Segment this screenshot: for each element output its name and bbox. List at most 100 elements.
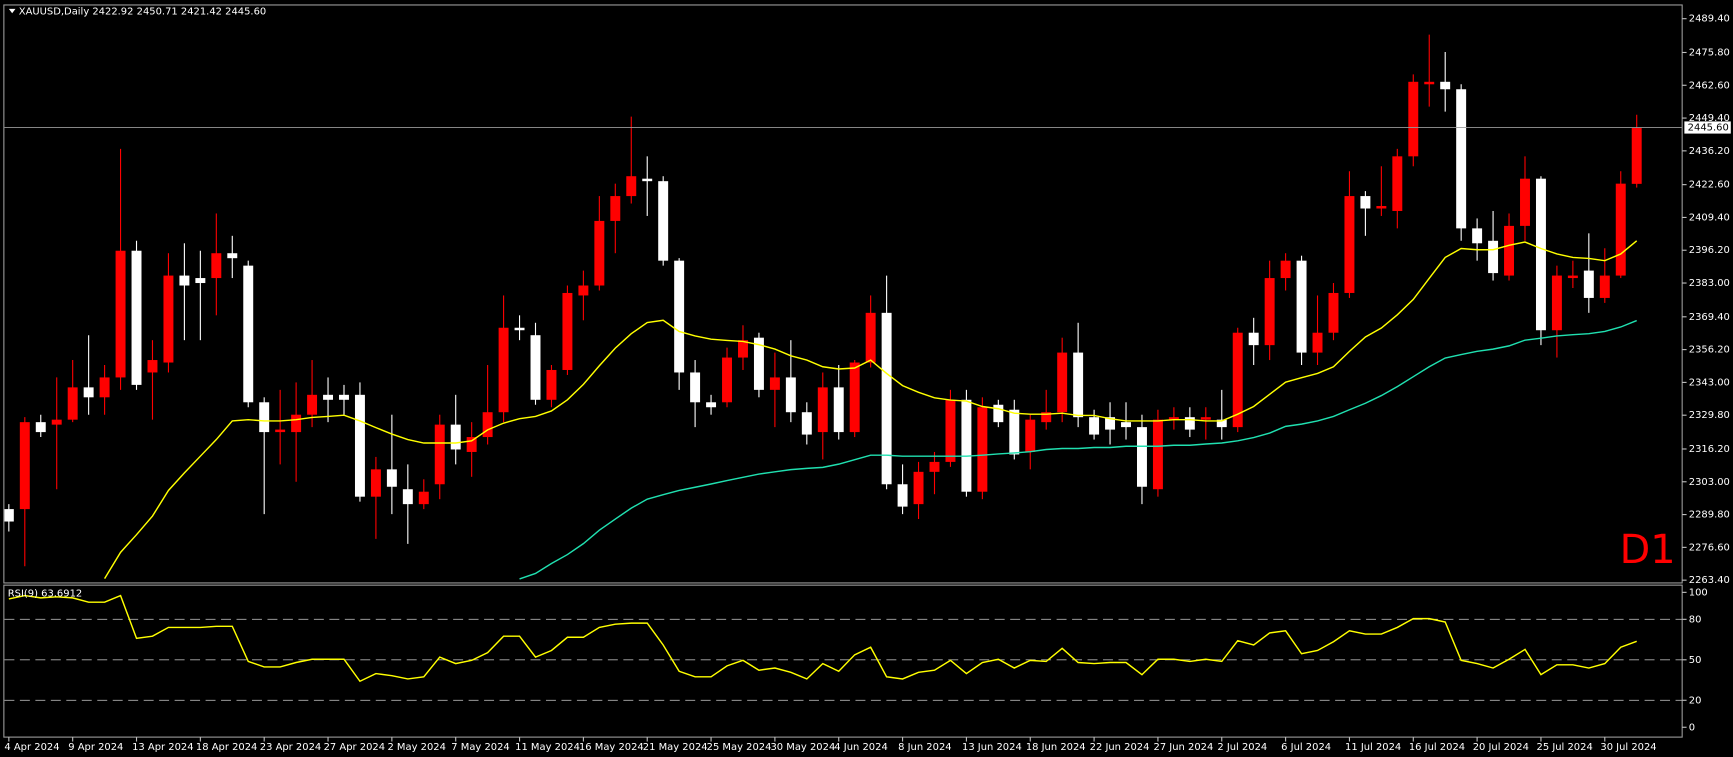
rsi-panel-border	[3, 584, 1683, 738]
candle-body	[658, 181, 669, 261]
x-tick-label: 11 May 2024	[515, 742, 580, 753]
candle-body	[1520, 178, 1530, 226]
candle-body	[993, 404, 1004, 423]
chart-title: XAUUSD,Daily 2422.92 2450.71 2421.42 244…	[19, 7, 266, 18]
x-tick-label: 30 Jul 2024	[1600, 742, 1656, 753]
y-tick-label: 100	[1689, 587, 1708, 598]
candle-body	[163, 275, 174, 363]
moving-average	[519, 319, 1637, 580]
candle-body	[977, 407, 988, 492]
candle-body	[945, 399, 956, 462]
candle-body	[690, 372, 701, 403]
candle-body	[594, 220, 605, 286]
candle-body	[514, 327, 525, 331]
x-tick-label: 25 Jul 2024	[1537, 742, 1593, 753]
y-tick-label: 2436.20	[1689, 146, 1730, 157]
candle-body	[259, 402, 270, 433]
candle-body	[1248, 332, 1259, 346]
y-tick-label: 2303.00	[1689, 477, 1730, 488]
candle-body	[785, 377, 796, 413]
candle-body	[1344, 196, 1355, 293]
x-tick-label: 11 Jul 2024	[1345, 742, 1401, 753]
candle-body	[370, 469, 381, 497]
candle-body	[674, 260, 685, 373]
price-label: 2445.60	[1688, 123, 1729, 134]
candle-body	[1456, 89, 1467, 229]
candle-body	[1408, 81, 1419, 157]
candle-body	[179, 275, 190, 286]
candle-body	[434, 424, 445, 485]
candle-body	[578, 285, 589, 296]
moving-average	[103, 240, 1638, 580]
candle-body	[1504, 225, 1515, 276]
candle-body	[211, 253, 222, 279]
candle-body	[706, 402, 717, 408]
candle-body	[817, 387, 828, 433]
candle-body	[738, 340, 748, 358]
candle-body	[147, 360, 158, 373]
candle-body	[562, 292, 573, 370]
candle-body	[67, 387, 78, 420]
candle-body	[1105, 417, 1116, 430]
candle-body	[1440, 81, 1451, 90]
x-tick-label: 16 Jul 2024	[1409, 742, 1465, 753]
candle-body	[498, 327, 509, 413]
candle-body	[1280, 260, 1291, 279]
candle-body	[1089, 417, 1100, 435]
candle-body	[1073, 352, 1084, 418]
candle-body	[626, 176, 637, 197]
x-tick-label: 27 Apr 2024	[324, 742, 385, 753]
candle-body	[881, 312, 892, 485]
candle-body	[354, 394, 365, 497]
x-tick-label: 13 Apr 2024	[132, 742, 193, 753]
candle-body	[1057, 352, 1068, 413]
candle-body	[769, 377, 780, 390]
y-tick-label: 2383.00	[1689, 278, 1730, 289]
x-tick-label: 2 Jul 2024	[1217, 742, 1267, 753]
candle-body	[1232, 332, 1243, 428]
x-tick-label: 2 May 2024	[387, 742, 445, 753]
candle-body	[801, 412, 812, 435]
x-tick-label: 21 May 2024	[643, 742, 708, 753]
candle-body	[1296, 260, 1307, 353]
candle-body	[1392, 156, 1403, 211]
x-tick-label: 18 Apr 2024	[196, 742, 257, 753]
candle-body	[1136, 427, 1147, 487]
candle-body	[418, 491, 429, 505]
candle-body	[833, 387, 844, 433]
x-tick-label: 7 May 2024	[451, 742, 509, 753]
x-tick-label: 4 Jun 2024	[834, 742, 887, 753]
candle-body	[1216, 419, 1227, 428]
candle-body	[83, 387, 94, 398]
y-tick-label: 2316.20	[1689, 444, 1730, 455]
candle-body	[227, 253, 238, 259]
y-tick-label: 2289.80	[1689, 510, 1730, 521]
y-tick-label: 2409.40	[1689, 212, 1730, 223]
candle-body	[1168, 417, 1179, 420]
candle-body	[961, 399, 972, 492]
candle-body	[99, 377, 110, 398]
candle-body	[610, 196, 621, 221]
candle-body	[339, 394, 349, 400]
menu-triangle[interactable]	[8, 8, 16, 14]
y-tick-label: 2369.40	[1689, 312, 1730, 323]
candle-body	[1535, 178, 1546, 331]
y-tick-label: 2263.40	[1689, 575, 1730, 586]
main-plot	[4, 34, 1642, 580]
candle-body	[4, 509, 14, 522]
y-tick-label: 0	[1689, 722, 1695, 733]
candle-body	[323, 394, 334, 400]
candle-body	[291, 414, 302, 433]
candle-body	[1551, 275, 1562, 331]
x-tick-label: 20 Jul 2024	[1473, 742, 1529, 753]
candle-body	[482, 412, 493, 438]
x-tick-label: 16 May 2024	[579, 742, 644, 753]
candle-body	[51, 419, 62, 425]
timeframe-label: D1	[1620, 527, 1676, 573]
y-tick-label: 20	[1689, 695, 1702, 706]
candle-body	[1264, 278, 1275, 346]
price-label-box	[1684, 121, 1731, 134]
y-tick-label: 2343.00	[1689, 377, 1730, 388]
candle-body	[1200, 417, 1211, 420]
